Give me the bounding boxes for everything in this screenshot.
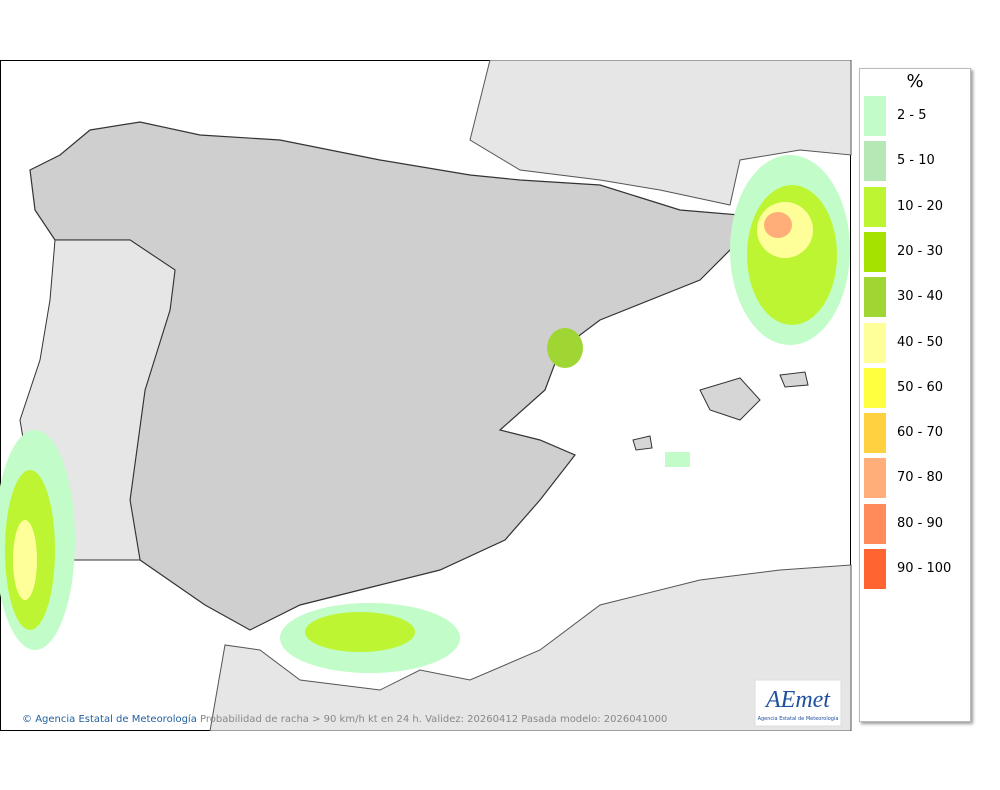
legend-swatch [864,322,886,363]
legend-label: 70 - 80 [897,470,944,486]
menorca [779,371,809,388]
probability-area [764,212,792,238]
legend-swatch [864,549,886,589]
probability-area [305,612,415,652]
probability-area [13,520,37,600]
ibiza [632,435,653,451]
legend-label: 50 - 60 [897,379,944,395]
legend-label: 40 - 50 [897,334,944,350]
agency-credit: © Agencia Estatal de Meteorología [22,713,197,725]
logo-mark: AEmet [764,687,831,713]
legend-label: 80 - 90 [897,515,944,531]
france [469,60,852,206]
logo-subtitle: Agencia Estatal de Meteorología [758,715,839,722]
legend-swatch [864,277,886,318]
map: © Agencia Estatal de Meteorología Probab… [0,60,852,731]
map-caption: Probabilidad de racha > 90 km/h kt en 24… [200,714,667,725]
legend: % 2 - 5 5 - 10 10 - 20 20 - 30 30 - 40 40 - 5… [859,68,971,722]
legend-swatch [864,186,886,227]
legend-title: % [906,71,924,92]
legend-label: 5 - 10 [897,153,935,169]
legend-label: 60 - 70 [897,425,944,441]
probability-area [547,328,583,368]
legend-label: 10 - 20 [897,198,944,214]
logo-box [754,679,842,727]
legend-label: 20 - 30 [897,243,944,259]
legend-swatch [864,458,886,499]
legend-swatch [864,503,886,544]
legend-swatch [864,413,886,454]
legend-swatch [864,231,886,272]
probability-area [665,452,690,467]
legend-label: 30 - 40 [897,289,944,305]
legend-swatch [864,367,886,408]
legend-label: 2 - 5 [897,108,927,123]
africa [209,564,852,731]
legend-label: 90 - 100 [897,561,952,576]
legend-swatch [864,141,886,182]
legend-swatch [864,96,886,136]
balearic-islands [699,377,761,421]
